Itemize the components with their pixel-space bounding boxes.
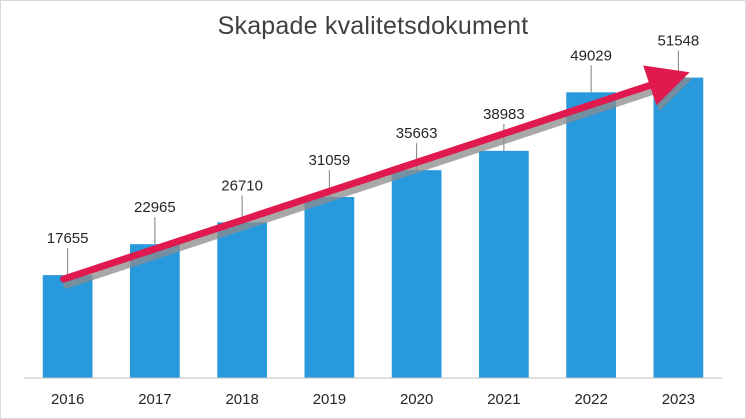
bar-2016 <box>42 275 93 378</box>
x-tick-2022: 2022 <box>574 391 607 408</box>
bar-2020 <box>391 170 442 378</box>
trend-arrow-group <box>60 65 693 289</box>
data-label-2020: 35663 <box>396 125 438 142</box>
bar-2018 <box>217 222 267 378</box>
chart-title: Skapade kvalitetsdokument <box>217 12 529 40</box>
bars-group <box>42 77 704 379</box>
bar-2019 <box>304 197 355 378</box>
x-tick-2016: 2016 <box>51 391 84 408</box>
data-label-2016: 17655 <box>47 230 89 247</box>
x-tick-2017: 2017 <box>138 391 171 408</box>
data-label-2022: 49029 <box>570 47 612 64</box>
x-tick-2023: 2023 <box>662 391 695 408</box>
trend-arrow <box>60 65 690 283</box>
x-tick-2018: 2018 <box>225 391 258 408</box>
trend-arrow-shadow <box>63 71 693 289</box>
x-tick-labels-group: 2016 2017 2018 2019 2020 2021 2022 2023 <box>51 391 695 408</box>
data-labels-group: 17655 22965 26710 31059 35663 38983 49029 51548 <box>47 33 699 248</box>
data-label-2017: 22965 <box>134 199 176 216</box>
x-tick-2021: 2021 <box>487 391 520 408</box>
bar-2023 <box>653 77 704 379</box>
data-label-2023: 51548 <box>658 33 700 50</box>
bar-2022 <box>566 92 616 379</box>
x-tick-2020: 2020 <box>400 391 433 408</box>
data-label-2019: 31059 <box>309 152 351 169</box>
bar-2021 <box>479 150 529 378</box>
x-tick-2019: 2019 <box>313 391 346 408</box>
bar-2017 <box>130 244 180 378</box>
data-label-2021: 38983 <box>483 106 525 123</box>
data-label-2018: 26710 <box>221 177 263 194</box>
